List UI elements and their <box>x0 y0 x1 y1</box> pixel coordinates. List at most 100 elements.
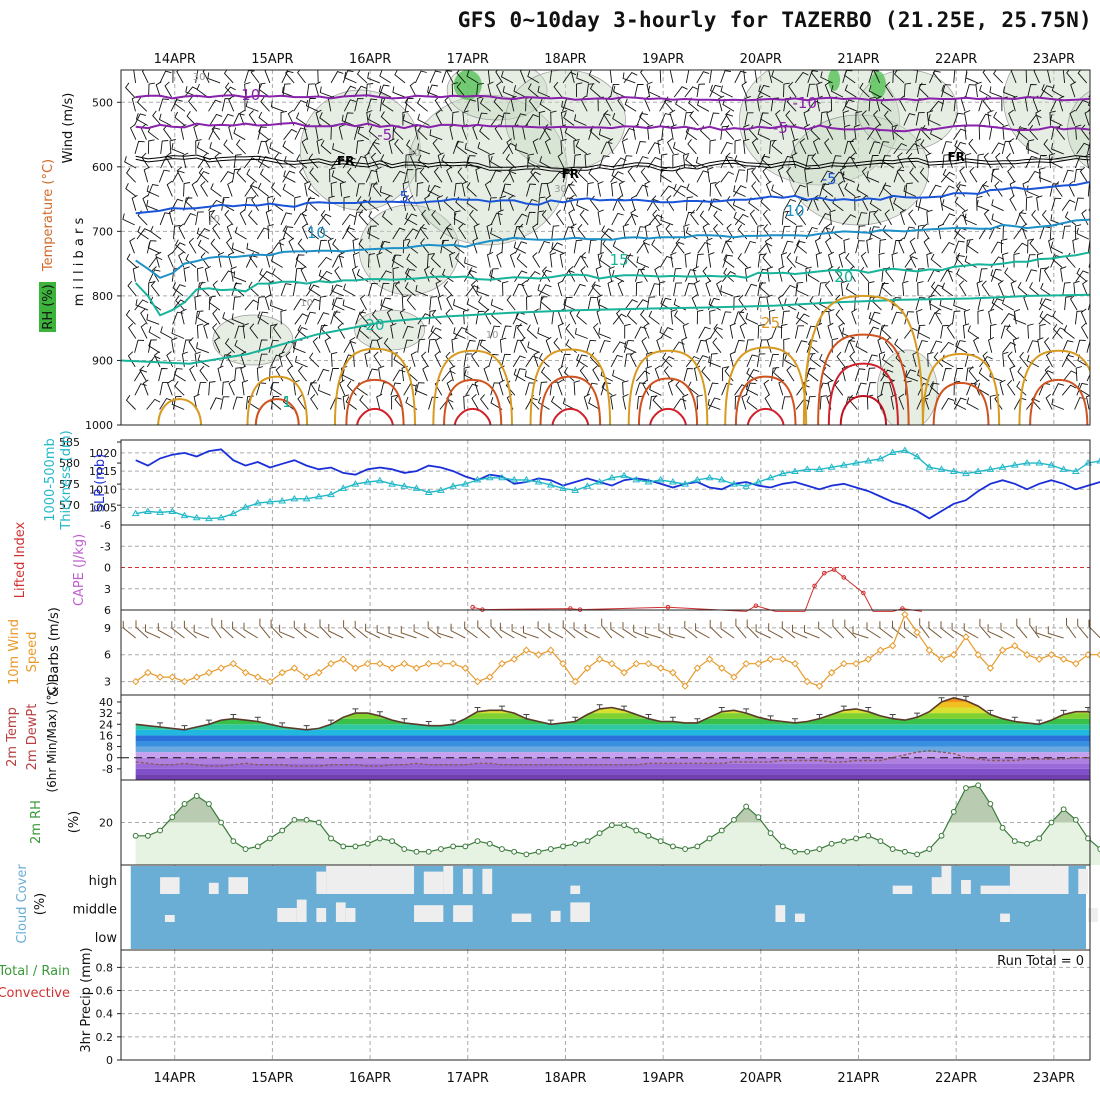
upper-wind-barb <box>772 366 784 382</box>
isotherm-dome-35 <box>649 407 687 425</box>
upper-wind-barb <box>866 171 880 183</box>
upper-wind-barb <box>941 141 953 155</box>
upper-wind-barb <box>861 110 870 126</box>
upper-wind-barb <box>232 296 241 311</box>
upper-wind-barb <box>720 85 733 98</box>
upper-wind-barb <box>471 351 480 368</box>
upper-wind-barb <box>766 294 773 311</box>
rh2m-point <box>193 793 200 799</box>
upper-wind-barb <box>699 210 710 226</box>
upper-wind-barb <box>351 265 358 282</box>
upper-wind-barb <box>233 271 247 283</box>
upper-wind-barb <box>342 394 350 410</box>
rh2m-point <box>792 848 798 855</box>
upper-wind-barb <box>308 183 320 197</box>
upper-wind-barb <box>182 339 192 353</box>
upper-wind-barb <box>451 337 458 353</box>
upper-wind-barb <box>627 253 638 268</box>
rh2m-point <box>779 843 786 850</box>
upper-wind-barb <box>588 70 600 84</box>
upper-wind-barb <box>576 199 589 212</box>
upper-wind-barb <box>835 294 844 311</box>
upper-wind-barb <box>940 341 955 353</box>
upper-wind-barb <box>812 138 819 155</box>
upper-wind-barb <box>370 324 381 339</box>
upper-wind-barb <box>824 138 832 155</box>
wind10-barb <box>427 621 442 639</box>
upper-wind-barb <box>580 251 589 268</box>
upper-wind-barb <box>282 396 295 410</box>
upper-wind-barb <box>930 253 942 268</box>
upper-wind-barb <box>280 110 287 126</box>
upper-wind-barb <box>654 365 661 382</box>
upper-wind-barb <box>762 252 772 268</box>
upper-wind-barb <box>611 181 618 197</box>
upper-wind-barb <box>563 112 575 126</box>
upper-wind-barb <box>331 285 344 297</box>
upper-wind-barb <box>624 341 637 354</box>
upper-wind-barb <box>1052 310 1064 325</box>
temp-minmax-bar <box>450 719 457 725</box>
upper-wind-barb <box>610 394 617 410</box>
upper-wind-barb <box>824 81 831 98</box>
upper-wind-barb <box>584 153 591 169</box>
thickness-point <box>998 463 1007 470</box>
upper-wind-barb <box>317 368 330 382</box>
lifted-index-point <box>822 570 827 576</box>
lifted-index-point <box>861 590 866 596</box>
upper-wind-barb <box>989 394 997 410</box>
upper-wind-barb <box>287 109 295 126</box>
upper-wind-barb <box>409 81 417 98</box>
upper-wind-barb <box>659 326 672 339</box>
thickness-point <box>290 494 299 502</box>
upper-wind-barb <box>627 166 636 183</box>
upper-wind-barb <box>761 153 772 169</box>
upper-wind-barb <box>836 351 846 368</box>
upper-wind-barb <box>297 238 308 254</box>
isotherm-dome-35 <box>827 362 899 425</box>
wind10-point <box>840 659 848 668</box>
upper-wind-barb <box>490 114 505 126</box>
upper-wind-barb <box>486 223 493 240</box>
upper-wind-barb <box>147 241 161 254</box>
upper-wind-barb <box>488 353 499 368</box>
upper-wind-barb <box>709 112 720 126</box>
upper-wind-barb <box>264 294 271 311</box>
upper-wind-barb <box>392 369 406 382</box>
upper-wind-barb <box>941 185 955 197</box>
upper-wind-barb <box>1017 281 1029 297</box>
upper-wind-barb <box>158 368 168 382</box>
freezing-line <box>135 154 1090 170</box>
upper-wind-barb <box>1064 211 1076 226</box>
rh2m-point <box>694 843 701 850</box>
upper-wind-barb <box>921 223 930 240</box>
upper-wind-barb <box>696 99 710 112</box>
wind10-point <box>913 628 921 637</box>
upper-wind-barb <box>269 299 283 311</box>
upper-wind-barb <box>793 184 806 197</box>
upper-wind-barb <box>899 209 906 226</box>
thickness-point <box>827 463 836 470</box>
upper-wind-barb <box>392 266 399 282</box>
upper-wind-barb <box>729 351 736 368</box>
upper-wind-barb <box>696 83 706 98</box>
upper-wind-barb <box>1013 252 1020 268</box>
upper-wind-barb <box>725 152 733 169</box>
wind10-point <box>278 668 286 677</box>
upper-wind-barb <box>380 111 392 126</box>
upper-wind-barb <box>278 351 285 368</box>
rh2m-point <box>157 827 163 834</box>
upper-wind-barb <box>436 195 443 211</box>
upper-wind-barb <box>926 209 933 225</box>
upper-wind-barb <box>579 365 589 382</box>
pressure-tick-label: 600 <box>92 161 113 174</box>
upper-wind-barb <box>698 326 711 339</box>
upper-wind-barb <box>882 353 894 368</box>
wind10-point <box>815 682 824 690</box>
upper-wind-barb <box>565 323 575 339</box>
upper-wind-barb <box>392 86 406 98</box>
slp-tick-label: 1005 <box>89 501 117 514</box>
upper-wind-barb <box>427 185 441 197</box>
upper-wind-barb <box>624 213 639 226</box>
upper-wind-barb <box>368 210 379 226</box>
